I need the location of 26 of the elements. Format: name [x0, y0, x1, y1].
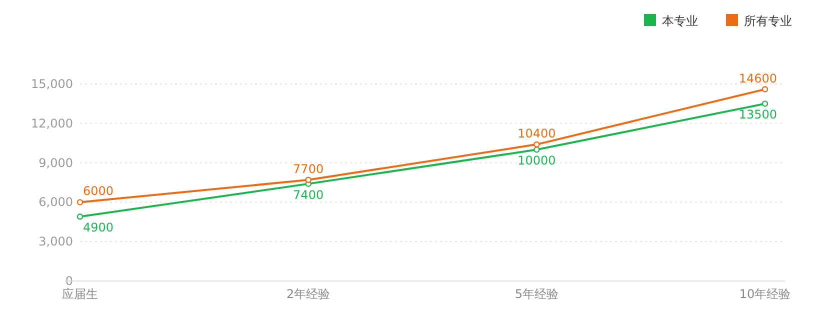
y-tick-label: 15,000 [31, 77, 73, 91]
x-tick-label: 应届生 [62, 287, 98, 301]
data-label: 7700 [293, 162, 324, 176]
data-label: 10400 [518, 126, 556, 140]
data-label: 10000 [518, 154, 556, 168]
x-tick-label: 5年经验 [514, 287, 558, 301]
y-tick-label: 9,000 [38, 156, 73, 170]
point [76, 214, 84, 220]
y-tick-label: 12,000 [31, 116, 73, 130]
data-label: 7400 [293, 188, 324, 202]
legend-label: 所有专业 [744, 14, 792, 28]
x-tick-label: 10年经验 [739, 287, 791, 301]
y-tick-label: 6,000 [38, 195, 73, 210]
point [534, 146, 540, 153]
data-label: 6000 [83, 184, 114, 198]
legend-label: 本专业 [662, 14, 698, 28]
data-label: 13500 [738, 108, 777, 122]
x-tick-label: 2年经验 [286, 287, 330, 301]
point [762, 86, 768, 92]
point [534, 141, 540, 148]
point [76, 199, 84, 206]
data-label: 14600 [738, 71, 777, 86]
point [762, 100, 768, 107]
data-label: 4900 [83, 220, 114, 235]
y-tick-label: 3,000 [38, 234, 73, 249]
point [305, 176, 312, 183]
